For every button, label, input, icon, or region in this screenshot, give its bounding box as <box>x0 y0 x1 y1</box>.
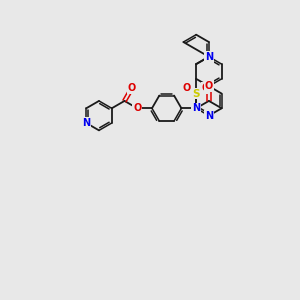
Text: O: O <box>205 81 213 91</box>
Text: O: O <box>133 103 141 113</box>
Text: O: O <box>183 83 191 93</box>
Text: S: S <box>192 88 200 99</box>
Text: O: O <box>201 83 210 93</box>
Text: N: N <box>205 111 213 121</box>
Text: N: N <box>82 118 90 128</box>
Text: O: O <box>128 83 136 93</box>
Text: N: N <box>205 52 213 62</box>
Text: N: N <box>192 103 200 113</box>
